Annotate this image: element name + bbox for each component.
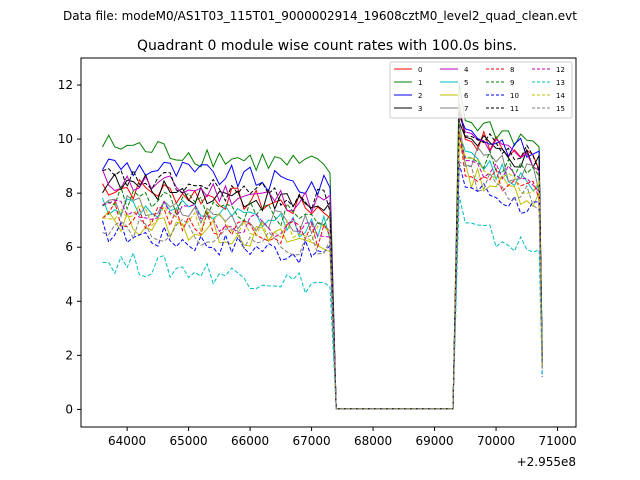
series-line-11 (102, 111, 543, 410)
legend-label: 0 (418, 66, 422, 74)
series-line-3 (102, 121, 543, 410)
x-axis: 64000 65000 66000 67000 68000 69000 70000 71000 (108, 427, 577, 448)
x-tick-label: 66000 (231, 434, 269, 448)
series-line-4 (102, 114, 543, 410)
x-tick-label: 65000 (170, 434, 208, 448)
x-tick-label: 70000 (477, 434, 515, 448)
y-tick-label: 12 (58, 78, 73, 92)
legend-label: 14 (556, 92, 565, 100)
series-line-5 (102, 132, 543, 410)
legend-label: 15 (556, 105, 565, 113)
series-line-2 (102, 114, 543, 410)
series-line-13 (102, 195, 543, 410)
series-line-10 (102, 163, 543, 410)
series-line-6 (102, 142, 543, 410)
legend-label: 2 (418, 92, 422, 100)
series-line-0 (102, 102, 543, 410)
y-tick-label: 10 (58, 132, 73, 146)
legend-label: 8 (510, 66, 514, 74)
legend-label: 11 (510, 105, 519, 113)
y-tick-label: 4 (65, 294, 73, 308)
series-line-15 (102, 160, 543, 410)
y-tick-label: 2 (65, 348, 73, 362)
legend-label: 12 (556, 66, 565, 74)
y-tick-label: 8 (65, 186, 73, 200)
figure-suptitle: Data file: modeM0/AS1T03_115T01_90000029… (63, 9, 577, 23)
chart-title: Quadrant 0 module wise count rates with … (137, 38, 517, 54)
x-tick-label: 64000 (108, 434, 146, 448)
series-layer (102, 82, 543, 410)
legend-label: 4 (464, 66, 469, 74)
legend-label: 5 (464, 79, 468, 87)
legend-label: 7 (464, 105, 468, 113)
legend-label: 13 (556, 79, 565, 87)
legend-box (389, 61, 573, 119)
series-line-1 (102, 82, 543, 410)
plot-frame (80, 57, 577, 428)
legend-label: 6 (464, 92, 469, 100)
y-axis: 0 2 4 6 8 10 12 (58, 78, 81, 416)
x-tick-label: 71000 (538, 434, 576, 448)
legend-label: 1 (418, 79, 422, 87)
series-line-14 (102, 129, 543, 410)
series-line-8 (102, 130, 543, 410)
x-tick-label: 69000 (415, 434, 453, 448)
legend-label: 3 (418, 105, 422, 113)
legend-label: 9 (510, 79, 514, 87)
x-tick-label: 68000 (354, 434, 392, 448)
y-tick-label: 6 (65, 240, 73, 254)
x-tick-label: 67000 (292, 434, 330, 448)
legend-label: 10 (510, 92, 519, 100)
x-offset-label: +2.955e8 (517, 455, 576, 469)
y-tick-label: 0 (65, 402, 73, 416)
